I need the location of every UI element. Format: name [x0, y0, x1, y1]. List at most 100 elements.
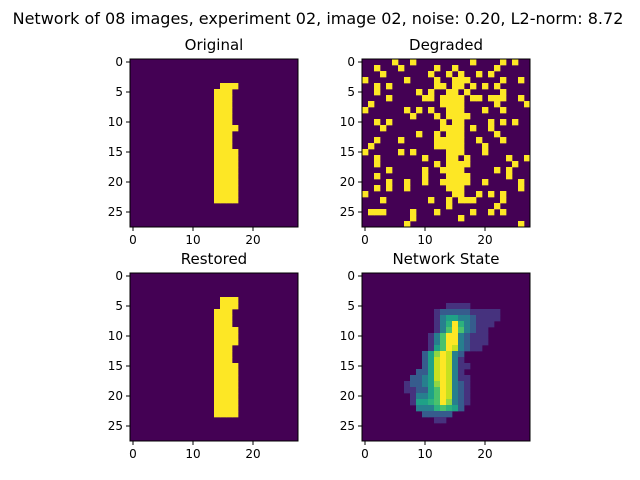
heatmap-cell — [518, 179, 525, 186]
heatmap-cell — [428, 399, 435, 406]
heatmap-cell — [512, 119, 519, 126]
heatmap-cell — [512, 59, 519, 66]
heatmap-cell — [452, 155, 459, 162]
heatmap-cell — [458, 137, 465, 144]
heatmap-cell — [398, 149, 405, 156]
heatmap-cell — [476, 339, 483, 346]
y-tick-label: 15 — [108, 359, 123, 373]
heatmap-cell — [470, 95, 477, 102]
heatmap-cell — [232, 149, 239, 156]
heatmap-cell — [452, 77, 459, 84]
heatmap-cell — [452, 143, 459, 150]
heatmap-cell — [434, 393, 441, 400]
heatmap-cell — [476, 345, 483, 352]
heatmap-cell — [220, 369, 227, 376]
heatmap-cell — [470, 321, 477, 328]
heatmap-cell — [446, 137, 453, 144]
heatmap-cell — [434, 137, 441, 144]
heatmap-cell — [452, 185, 459, 192]
heatmap-cell — [232, 399, 239, 406]
heatmap-cell — [220, 363, 227, 370]
heatmap-cell — [440, 83, 447, 90]
heatmap-cell — [232, 369, 239, 376]
heatmap-cell — [452, 107, 459, 114]
heatmap-cell — [458, 369, 465, 376]
heatmap-cell — [494, 131, 501, 138]
heatmap-cell — [226, 411, 233, 418]
heatmap-cell — [214, 315, 221, 322]
heatmap-cell — [398, 137, 405, 144]
heatmap-cell — [476, 71, 483, 78]
heatmap-cell — [404, 387, 411, 394]
heatmap-cell — [214, 119, 221, 126]
heatmap-cell — [440, 137, 447, 144]
heatmap-cell — [452, 369, 459, 376]
heatmap-cell — [452, 89, 459, 96]
heatmap-cell — [428, 95, 435, 102]
heatmap-cell — [452, 393, 459, 400]
heatmap-cell — [422, 375, 429, 382]
heatmap-cell — [226, 137, 233, 144]
heatmap-cell — [226, 167, 233, 174]
heatmap-cell — [458, 167, 465, 174]
heatmap-cell — [214, 131, 221, 138]
heatmap-cell — [482, 107, 489, 114]
heatmap-cell — [446, 333, 453, 340]
heatmap-cell — [446, 197, 453, 204]
heatmap-cell — [452, 309, 459, 316]
heatmap-cell — [434, 387, 441, 394]
heatmap-cell — [494, 315, 501, 322]
heatmap-cell — [220, 357, 227, 364]
heatmap-cell — [446, 345, 453, 352]
heatmap-cell — [476, 321, 483, 328]
heatmap-cell — [220, 173, 227, 180]
heatmap-cell — [232, 405, 239, 412]
heatmap-cell — [440, 405, 447, 412]
heatmap-cell — [220, 345, 227, 352]
heatmap-cell — [428, 387, 435, 394]
heatmap-cell — [214, 137, 221, 144]
heatmap-cell — [464, 327, 471, 334]
heatmap-cell — [422, 351, 429, 358]
heatmap-cell — [440, 179, 447, 186]
heatmap-cell — [232, 191, 239, 198]
heatmap-cell — [226, 321, 233, 328]
heatmap-cell — [232, 155, 239, 162]
heatmap-cell — [458, 363, 465, 370]
heatmap-cell — [452, 161, 459, 168]
heatmap-cell — [422, 393, 429, 400]
heatmap-cell — [482, 309, 489, 316]
heatmap-cell — [214, 375, 221, 382]
heatmap-cell — [220, 303, 227, 310]
heatmap-cell — [226, 95, 233, 102]
heatmap-cell — [458, 149, 465, 156]
heatmap-cell — [494, 95, 501, 102]
heatmap-cell — [220, 89, 227, 96]
heatmap-cell — [380, 125, 387, 132]
heatmap-cell — [464, 381, 471, 388]
heatmap-cell — [220, 191, 227, 198]
heatmap-cell — [386, 119, 393, 126]
heatmap-cell — [464, 113, 471, 120]
heatmap-cell — [214, 167, 221, 174]
heatmap-cell — [422, 387, 429, 394]
heatmap-cell — [220, 411, 227, 418]
heatmap-cell — [446, 303, 453, 310]
heatmap-cell — [458, 393, 465, 400]
heatmap-cell — [434, 315, 441, 322]
x-tick-label: 0 — [129, 447, 137, 461]
heatmap-cell — [226, 363, 233, 370]
heatmap-cell — [452, 125, 459, 132]
axes-frame — [361, 272, 531, 442]
heatmap-cell — [422, 167, 429, 174]
x-tick-label: 10 — [417, 447, 432, 461]
heatmap-cell — [226, 155, 233, 162]
heatmap-cell — [214, 405, 221, 412]
heatmap-cell — [458, 315, 465, 322]
heatmap-cell — [232, 339, 239, 346]
heatmap-cell — [392, 59, 399, 66]
panel-network-state: Network State 0 10 20 0 5 10 15 20 25 — [340, 250, 531, 461]
heatmap-cell — [404, 77, 411, 84]
heatmap-cell — [220, 179, 227, 186]
x-tick-label: 10 — [417, 233, 432, 247]
